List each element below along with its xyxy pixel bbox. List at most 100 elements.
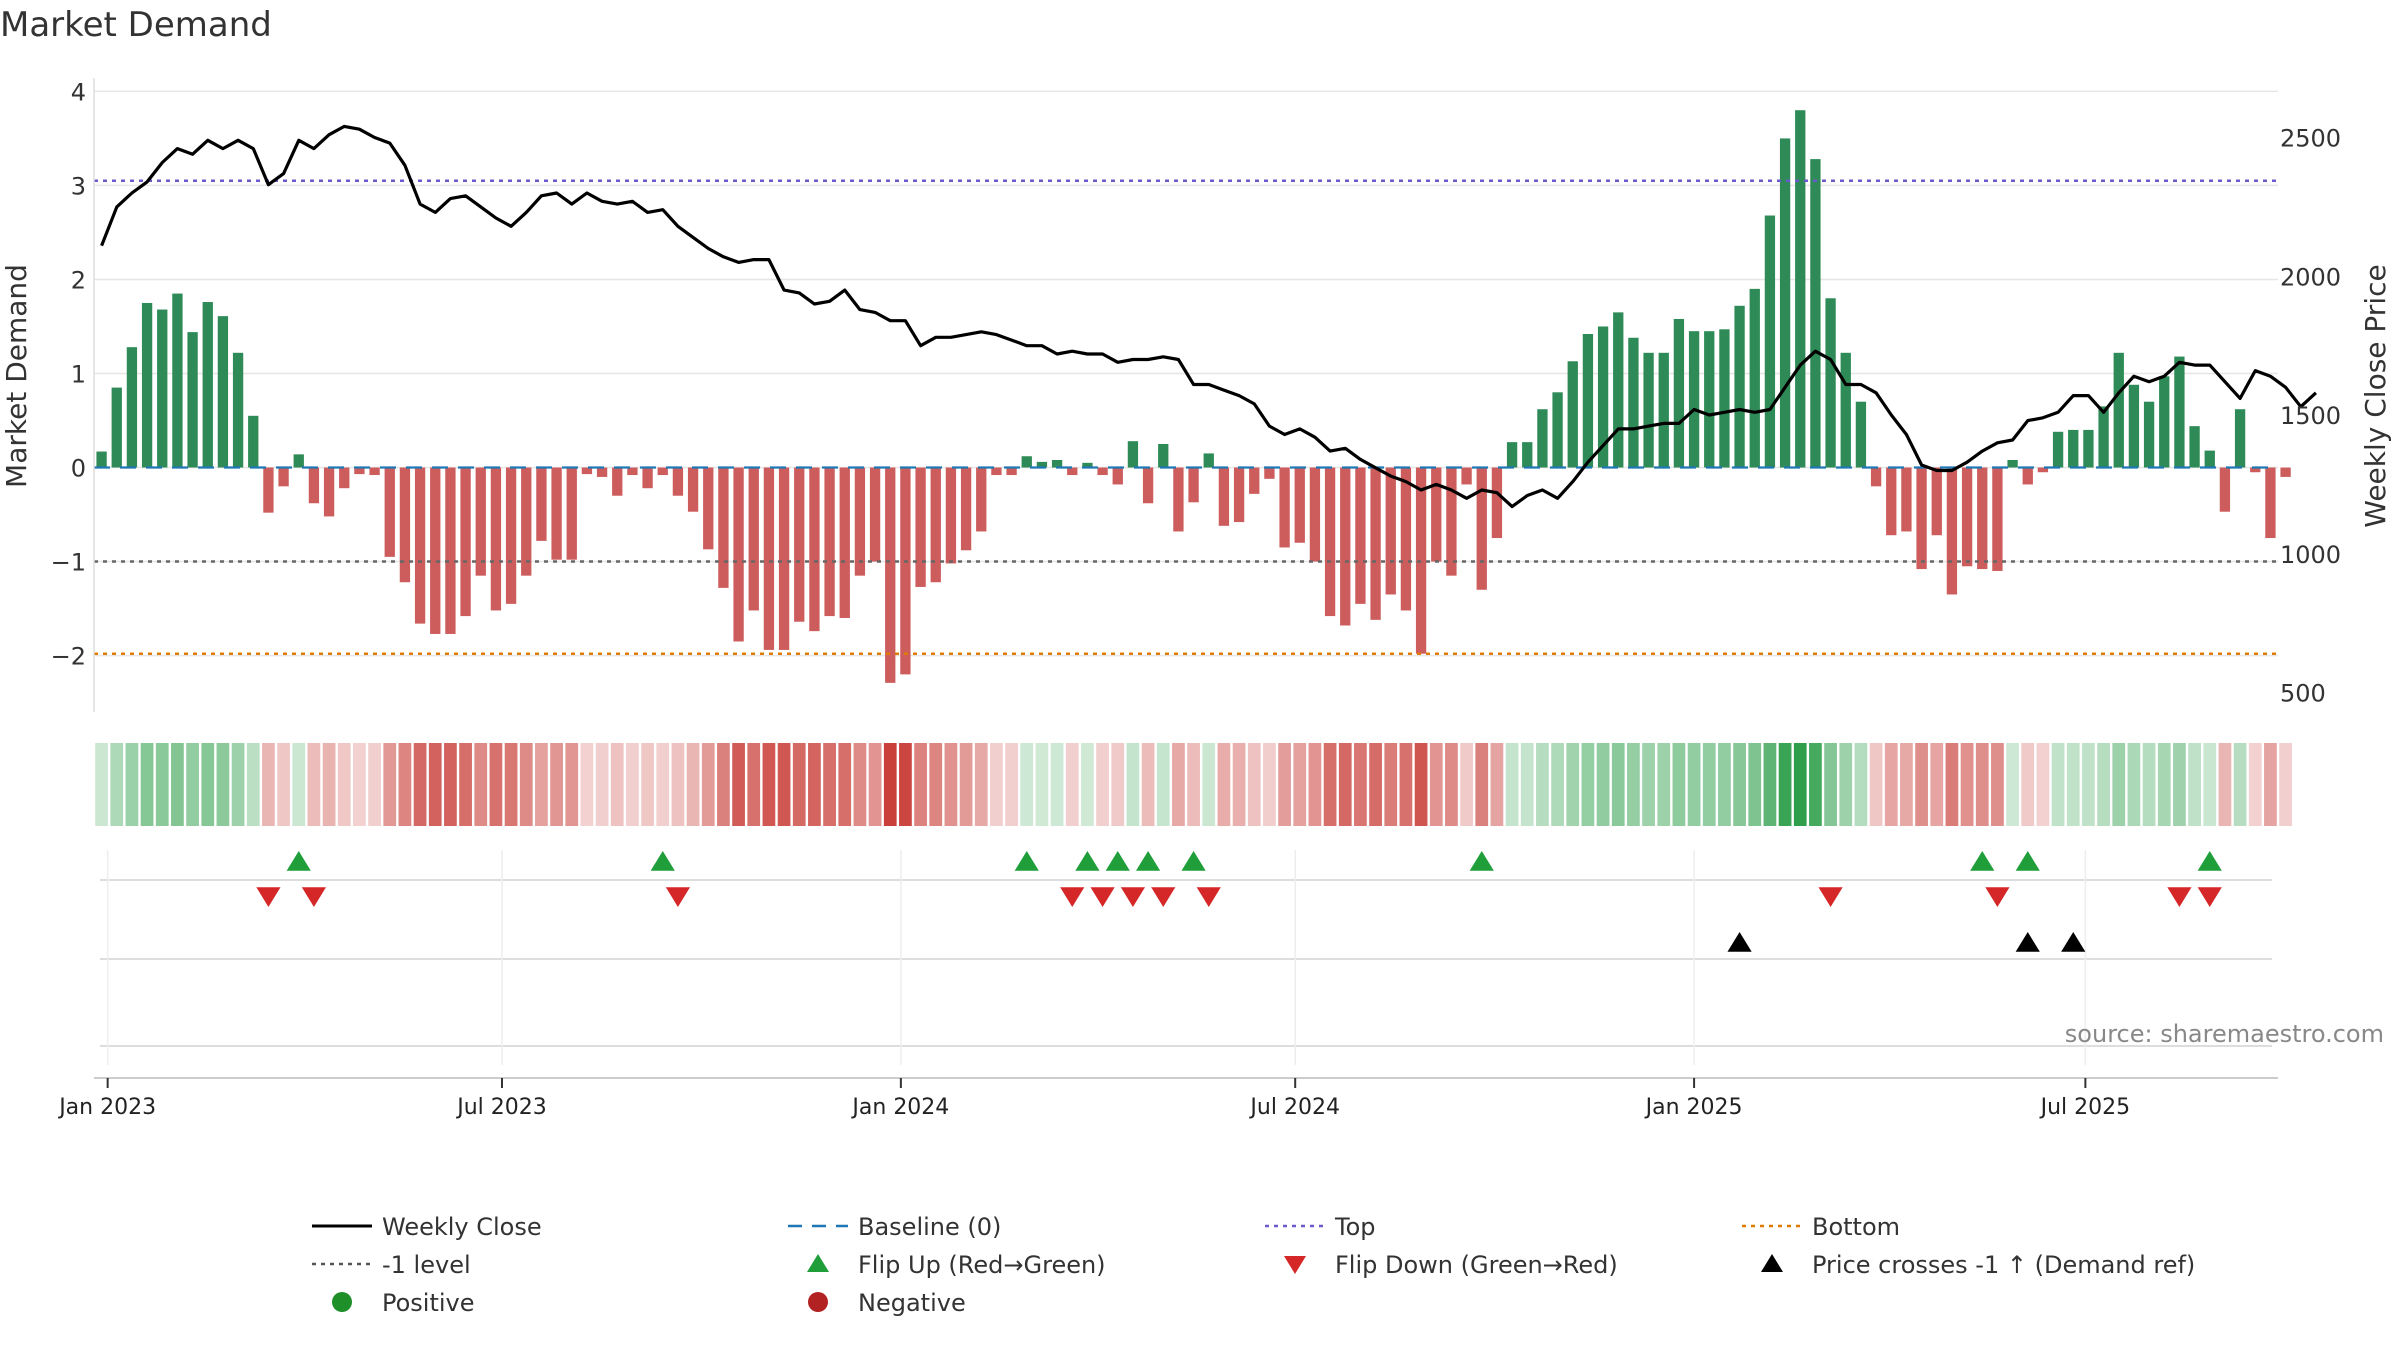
flip-down-marker [1060, 887, 1085, 907]
demand-bar [1673, 318, 1685, 468]
demand-bar [2265, 467, 2276, 539]
flip-up-marker [650, 851, 675, 871]
heat-cell [1748, 743, 1762, 826]
demand-bar [824, 467, 835, 617]
heat-cell [701, 743, 715, 826]
demand-bar [657, 467, 668, 476]
heat-cell [853, 743, 867, 826]
demand-bar [1279, 467, 1290, 548]
legend-item: Bottom [1742, 1213, 1900, 1241]
demand-bar [2204, 450, 2215, 468]
heat-cell [1733, 743, 1746, 826]
heat-cell [1960, 743, 1974, 826]
heat-cell [246, 743, 260, 826]
heat-cell [413, 743, 427, 826]
heat-cell [1247, 743, 1261, 826]
demand-bar [2128, 384, 2140, 468]
heat-cell [1293, 743, 1307, 826]
heat-cell [1202, 743, 1216, 826]
demand-bar [2159, 376, 2170, 468]
legend-item: Weekly Close [312, 1213, 542, 1241]
demand-bar [187, 332, 198, 468]
weekly-close-series [100, 124, 2317, 509]
demand-bar [1097, 467, 1108, 476]
demand-bar [1355, 467, 1366, 604]
flip-down-marker [256, 887, 281, 907]
heat-cell [1050, 743, 1064, 826]
demand-bar [2068, 429, 2079, 468]
heat-cell [262, 743, 275, 826]
legend-item: Flip Up (Red→Green) [807, 1251, 1106, 1279]
heat-cell [231, 743, 245, 826]
heat-cell [1869, 743, 1883, 826]
heat-cell [1369, 743, 1382, 826]
legend-label: -1 level [382, 1251, 471, 1279]
legend-item: Baseline (0) [788, 1213, 1001, 1241]
y-axis-right-label: Weekly Close Price [2359, 264, 2392, 527]
heat-cell [1611, 743, 1625, 826]
heat-cell [1096, 743, 1109, 826]
demand-bar [778, 467, 790, 650]
demand-bar [1006, 467, 1017, 476]
demand-bar [1764, 215, 1776, 468]
legend-item: -1 level [312, 1251, 471, 1279]
heat-cell [125, 743, 139, 826]
demand-bar [1431, 467, 1442, 562]
demand-bar [1294, 467, 1305, 543]
demand-bar [718, 467, 729, 588]
x-tick-label: Jan 2024 [850, 1095, 949, 1120]
heat-cell [626, 743, 639, 826]
demand-bar [763, 467, 775, 650]
demand-bar [157, 309, 168, 468]
heat-cell [914, 743, 927, 826]
demand-bar [1552, 392, 1563, 468]
heat-cell [2097, 743, 2110, 826]
demand-bar [323, 467, 335, 517]
heat-cell [1687, 743, 1701, 826]
demand-bar [991, 467, 1002, 476]
heat-cell [1323, 743, 1337, 826]
heat-cell [1187, 743, 1200, 826]
heat-cell [1718, 743, 1731, 826]
demand-bar [1977, 467, 1988, 570]
heat-cell [322, 743, 336, 826]
flip-up-marker [1970, 851, 1995, 871]
heat-cell [428, 743, 442, 826]
demand-bar [1385, 467, 1396, 595]
legend-item: Positive [332, 1289, 475, 1317]
heat-cell [1551, 743, 1564, 826]
y-axis-left-label: Market Demand [0, 264, 33, 488]
heat-cell [1141, 743, 1155, 826]
heat-cell [2173, 743, 2186, 826]
heat-cell [1657, 743, 1671, 826]
flip-up-marker [1105, 851, 1130, 871]
heat-cell [95, 743, 108, 826]
flip-up-marker [2015, 851, 2040, 871]
heat-cell [2188, 743, 2201, 826]
demand-bar [1522, 442, 1533, 468]
heat-cell [1839, 743, 1853, 826]
demand-bar [1067, 467, 1078, 476]
reference-lines [94, 179, 2278, 655]
heat-cell [944, 743, 958, 826]
demand-bar [1658, 352, 1669, 468]
demand-bar [1340, 467, 1351, 626]
demand-bar [1446, 467, 1457, 576]
demand-bar [945, 467, 957, 564]
heat-cell [307, 743, 321, 826]
demand-bar [930, 467, 941, 583]
heat-cell [990, 743, 1003, 826]
heat-cell [641, 743, 654, 826]
demand-bar [960, 467, 972, 551]
heat-cell [1702, 743, 1716, 826]
heat-cell [1278, 743, 1291, 826]
demand-bar [1203, 453, 1214, 468]
y-left-tick-label: 0 [71, 455, 86, 483]
x-tick-label: Jul 2025 [2039, 1095, 2131, 1120]
x-tick-label: Jan 2025 [1644, 1095, 1743, 1120]
heat-cell [868, 743, 882, 826]
demand-bar [1961, 467, 1973, 567]
heat-cell [959, 743, 973, 826]
demand-bar [1112, 467, 1123, 485]
heat-cell [1111, 743, 1125, 826]
